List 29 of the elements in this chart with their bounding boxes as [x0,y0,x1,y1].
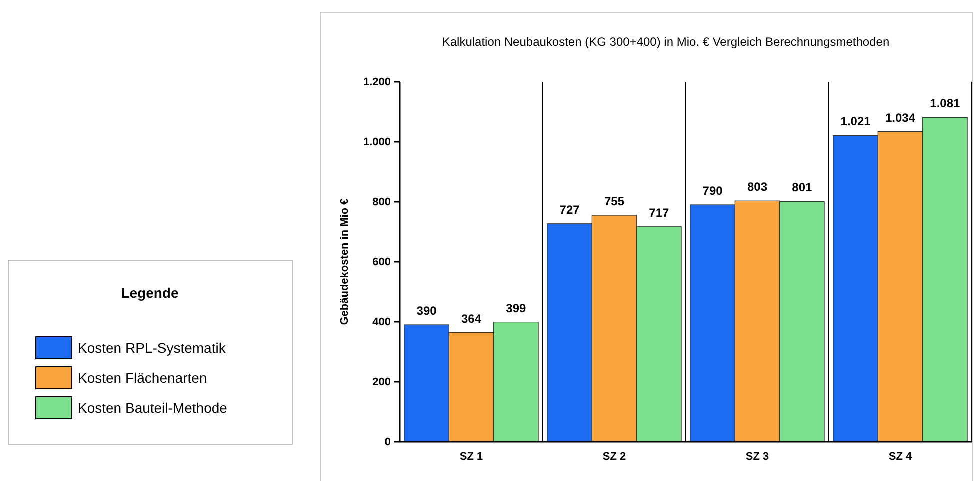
data-label: 717 [649,206,670,220]
y-axis-title: Gebäudekosten in Mio € [339,198,351,326]
legend-title: Legende [121,285,179,301]
legend-label: Kosten Bauteil-Methode [78,400,228,416]
x-tick-label: SZ 3 [746,450,770,463]
y-tick-label: 200 [372,376,391,389]
y-tick-label: 600 [372,256,391,269]
x-tick-label: SZ 1 [460,450,484,463]
data-label: 399 [506,301,527,316]
legend-label: Kosten RPL-Systematik [78,340,227,356]
data-label: 390 [416,304,438,318]
y-tick-label: 1.000 [363,136,391,149]
data-label: 1.034 [885,110,916,125]
data-label: 801 [792,180,813,195]
legend-label: Kosten Flächenarten [78,370,208,386]
chart-title: Kalkulation Neubaukosten (KG 300+400) in Mio. € Vergleich Berechnungsmethoden [442,35,890,49]
data-label: 790 [702,184,724,198]
x-tick-label: SZ 4 [888,450,913,463]
y-tick-label: 800 [372,196,391,209]
data-label: 1.021 [840,114,872,129]
x-tick-label: SZ 2 [602,450,626,463]
data-label: 803 [747,180,768,194]
y-tick-label: 400 [372,316,391,329]
y-tick-label: 0 [384,436,391,449]
y-tick-label: 1.200 [363,76,391,89]
data-label: 755 [604,194,625,208]
data-label: 1.081 [930,96,961,111]
data-label: 727 [560,202,580,217]
data-label: 364 [461,312,482,326]
